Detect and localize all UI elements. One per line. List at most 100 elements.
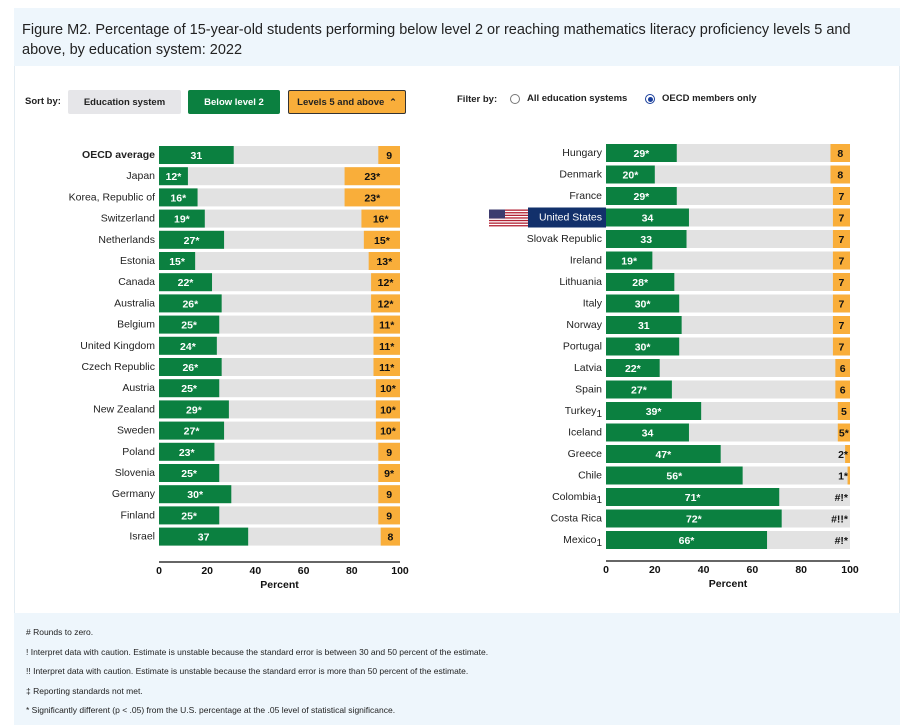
data-label-above: 7	[839, 277, 845, 289]
data-label-above: 8	[837, 170, 843, 182]
bar-levels-5-above	[373, 336, 400, 355]
bar-below-level-2	[159, 464, 220, 482]
data-label-above: #!*	[835, 535, 849, 547]
bar-levels-5-above	[344, 167, 400, 186]
data-label-below: 31	[191, 150, 203, 162]
bar-levels-5-above	[837, 423, 850, 442]
country-label: Colombia1	[552, 491, 602, 506]
button-label: Below level 2	[204, 96, 264, 108]
bar-levels-5-above	[373, 315, 400, 334]
bar-below-level-2	[159, 358, 222, 376]
tick-label: 20	[649, 564, 661, 576]
bar-below-level-2	[606, 294, 680, 313]
bar-track	[159, 209, 400, 228]
country-label: Japan	[126, 170, 155, 182]
highlight-background	[528, 207, 606, 228]
bar-row: Finland 25* 9	[121, 506, 400, 525]
data-label-above: 10*	[380, 426, 397, 438]
bar-row: Latvia 22* 6	[574, 359, 850, 377]
button-label: Education system	[83, 96, 166, 108]
sort-below-level-2-button[interactable]: Below level 2	[188, 90, 280, 114]
bar-below-level-2	[606, 423, 689, 442]
bar-levels-5-above	[832, 208, 850, 227]
country-label: Canada	[118, 276, 155, 288]
radio-label-all[interactable]: All education systems	[527, 93, 628, 104]
data-label-below: 26*	[182, 362, 199, 374]
bar-levels-5-above	[832, 230, 850, 248]
radio-label-oecd[interactable]: OECD members only	[662, 93, 757, 104]
bar-row: Norway 31 7	[566, 316, 850, 334]
bar-levels-5-above	[847, 466, 850, 485]
bar-levels-5-above	[835, 380, 850, 399]
tick-label: 100	[841, 564, 859, 576]
bar-row: Australia 26* 12*	[114, 294, 400, 313]
filter-by-label: Filter by:	[457, 94, 498, 105]
tick-label: 0	[603, 564, 609, 576]
data-label-above: 9	[386, 150, 392, 162]
bar-row: United States 34 7	[489, 207, 850, 228]
radio-all-education-systems[interactable]	[510, 94, 520, 104]
data-label-above: 23*	[364, 171, 381, 183]
bar-levels-5-above	[845, 445, 850, 463]
bar-below-level-2	[606, 509, 782, 528]
bar-below-level-2	[159, 273, 213, 292]
bar-row: France 29* 7	[569, 187, 850, 205]
bar-row: Czech Republic 26* 11*	[81, 358, 400, 376]
bar-row: Greece 47* 2*	[568, 445, 850, 463]
country-label: Finland	[121, 509, 156, 521]
data-label-above: #!*	[835, 492, 849, 504]
tick-label: 80	[346, 565, 358, 577]
bar-row: Denmark 20* 8	[559, 165, 850, 184]
bar-row: Japan 12* 23*	[126, 167, 400, 186]
bar-below-level-2	[606, 359, 660, 377]
bar-row: Ireland 19* 7	[570, 251, 850, 270]
bar-levels-5-above	[378, 146, 400, 164]
bar-levels-5-above	[363, 230, 400, 249]
bar-levels-5-above	[378, 506, 400, 525]
data-label-below: 66*	[679, 535, 696, 547]
country-label: Chile	[578, 470, 602, 482]
radio-oecd-members-only[interactable]	[645, 94, 655, 104]
bar-levels-5-above	[378, 442, 400, 461]
footnotes: # Rounds to zero. ! Interpret data with …	[14, 613, 900, 725]
bar-levels-5-above	[832, 187, 850, 205]
country-label: Israel	[129, 531, 155, 543]
flag-stripe	[489, 214, 528, 216]
bar-track	[606, 251, 850, 270]
bar-row: Lithuania 28* 7	[559, 273, 850, 291]
bar-levels-5-above	[830, 165, 850, 184]
bar-track	[606, 359, 850, 377]
data-label-below: 29*	[186, 404, 203, 416]
country-label: Greece	[568, 448, 603, 460]
flag-stripe	[489, 217, 528, 219]
data-label-above: 23*	[364, 192, 381, 204]
bar-levels-5-above	[375, 379, 400, 398]
bar-below-level-2	[606, 531, 768, 549]
data-label-above: 16*	[373, 214, 390, 226]
bar-row: Canada 22* 12*	[118, 273, 400, 292]
button-label: Levels 5 and above	[297, 96, 385, 108]
flag-stripe	[489, 222, 528, 224]
bar-below-level-2	[606, 230, 687, 248]
data-label-above: 6	[840, 385, 846, 397]
bar-below-level-2	[606, 380, 672, 399]
bar-below-level-2	[606, 316, 682, 334]
bar-track	[159, 336, 400, 355]
sort-education-system-button[interactable]: Education system	[68, 90, 181, 114]
country-label: Lithuania	[559, 276, 602, 288]
bar-below-level-2	[159, 209, 205, 228]
bar-row: Korea, Republic of 16* 23*	[69, 188, 400, 207]
bar-below-level-2	[159, 379, 220, 398]
data-label-above: 7	[839, 299, 845, 311]
data-label-above: 13*	[376, 256, 393, 268]
flag-stripe	[489, 225, 528, 227]
data-label-above: 7	[839, 320, 845, 332]
bar-below-level-2	[606, 187, 677, 205]
bar-row: Slovak Republic 33 7	[527, 230, 850, 248]
sort-levels-5-above-button[interactable]: Levels 5 and above ⌃	[288, 90, 406, 114]
axis-title: Percent	[709, 578, 748, 590]
data-label-below: 27*	[184, 426, 201, 438]
tick-label: 60	[747, 564, 759, 576]
bar-levels-5-above	[361, 209, 400, 228]
